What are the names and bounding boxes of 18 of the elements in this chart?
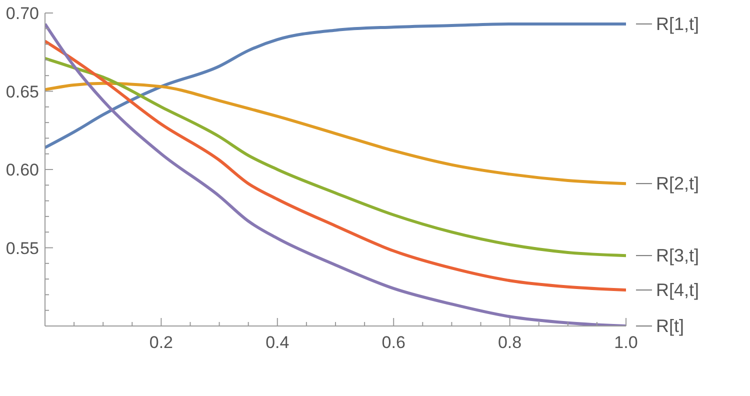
- line-series: [45, 40, 626, 292]
- series-label: R[3,t]: [656, 246, 700, 266]
- y-tick-label: 0.60: [6, 160, 39, 180]
- x-tick-label: 0.2: [149, 333, 174, 352]
- series-label: R[t]: [656, 316, 684, 336]
- series-label: R[1,t]: [656, 14, 700, 34]
- x-tick-label: 0.8: [498, 333, 522, 352]
- y-tick-label: 0.55: [6, 238, 39, 258]
- series-label: R[4,t]: [656, 280, 700, 300]
- line-series: [45, 22, 626, 150]
- x-tick-label: 1.0: [614, 333, 638, 352]
- x-tick-label: 0.6: [382, 333, 406, 352]
- line-series: [45, 82, 626, 186]
- y-tick-label: 0.65: [6, 82, 39, 102]
- x-tick-label: 0.4: [266, 333, 290, 352]
- series-label: R[2,t]: [656, 174, 700, 194]
- y-tick-label: 0.70: [6, 4, 39, 23]
- line-series: [45, 56, 626, 258]
